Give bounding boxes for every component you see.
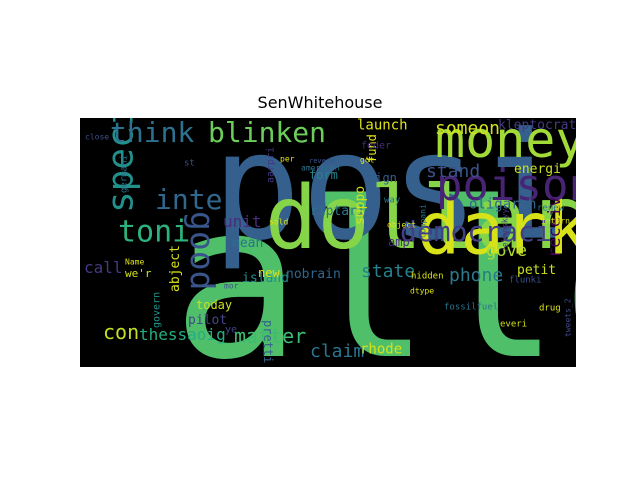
- word-16: con: [103, 320, 139, 344]
- word-15: thessaoig: [139, 325, 226, 344]
- word-43: fund: [365, 134, 379, 163]
- word-45: amp: [388, 235, 410, 249]
- word-47: germani: [120, 155, 130, 193]
- word-26: call: [84, 258, 123, 277]
- word-67: sold: [269, 218, 288, 227]
- word-46: we'r: [125, 267, 152, 280]
- word-14: matter: [234, 324, 306, 348]
- word-17: someon: [435, 118, 500, 139]
- word-56: drug: [539, 304, 561, 314]
- word-37: pilot: [188, 313, 227, 328]
- word-24: rhode: [360, 342, 402, 358]
- word-69: compani: [419, 204, 428, 238]
- word-20: claim: [310, 341, 364, 362]
- word-13: blinken: [208, 118, 326, 149]
- word-25: unit: [223, 212, 262, 231]
- word-53: way: [384, 196, 401, 206]
- word-28: kleptocrat: [498, 118, 576, 133]
- word-66: got: [360, 156, 375, 165]
- word-23: receiv: [545, 197, 565, 258]
- word-38: petit: [517, 263, 556, 278]
- word-44: suppo: [353, 186, 368, 225]
- word-62: st: [184, 159, 195, 169]
- word-29: launch: [357, 118, 408, 134]
- word-cloud: allowpositdollardark moneypoison democraci…: [80, 118, 576, 367]
- word-3: dollar: [265, 167, 576, 269]
- word-11: inte: [155, 183, 222, 216]
- word-9: toni: [118, 215, 190, 250]
- word-27: oligarch: [469, 197, 536, 213]
- word-32: riptari: [310, 204, 365, 219]
- word-4: dark: [417, 187, 576, 271]
- word-22: gove: [486, 241, 527, 261]
- word-58: fossilfuel: [444, 303, 498, 313]
- word-18: phone: [449, 265, 503, 286]
- word-48: aarpri: [265, 147, 276, 183]
- word-50: ye: [225, 324, 237, 335]
- word-34: energi: [514, 162, 561, 177]
- word-72: Name: [125, 258, 144, 267]
- chart-title: SenWhitehouse: [257, 93, 383, 112]
- word-21: stand: [426, 161, 480, 182]
- word-39: pretti: [261, 320, 275, 363]
- word-31: mean: [232, 236, 263, 251]
- word-51: feder: [361, 140, 391, 151]
- word-2: posit: [212, 118, 576, 273]
- word-70: intern: [541, 217, 570, 226]
- word-61: close: [85, 133, 109, 142]
- word-5: money: [435, 118, 576, 169]
- word-71: mor: [224, 282, 239, 291]
- word-8: special: [101, 118, 142, 213]
- word-52: renew: [537, 204, 565, 214]
- word-7: democraci: [400, 215, 552, 248]
- word-10: good: [183, 211, 222, 290]
- word-60: tweets_2: [564, 298, 573, 337]
- word-59: everi: [500, 320, 527, 330]
- word-73: dtype: [410, 287, 434, 296]
- word-36: new: [258, 266, 280, 280]
- word-41: form: [309, 168, 338, 182]
- word-1: allow: [172, 156, 576, 367]
- word-55: flunki: [509, 276, 542, 286]
- word-57: zelenskyy: [501, 208, 510, 252]
- word-6: poison: [436, 160, 576, 211]
- cloud-background: [80, 118, 576, 367]
- word-19: state: [361, 261, 415, 282]
- word-12: think: [110, 118, 194, 149]
- word-63: per: [280, 155, 295, 164]
- word-40: abject: [168, 245, 183, 292]
- word-30: island: [242, 271, 289, 286]
- word-65: revenu: [309, 157, 334, 165]
- word-64: american: [301, 164, 340, 173]
- word-35: today: [196, 298, 232, 312]
- word-layer: allowpositdollardark moneypoison democraci…: [84, 118, 576, 367]
- word-33: nobrain: [286, 267, 341, 282]
- word-68: object: [387, 221, 416, 230]
- word-54: hidden: [411, 272, 444, 282]
- word-42: sign: [368, 171, 397, 185]
- word-49: govern: [151, 292, 162, 328]
